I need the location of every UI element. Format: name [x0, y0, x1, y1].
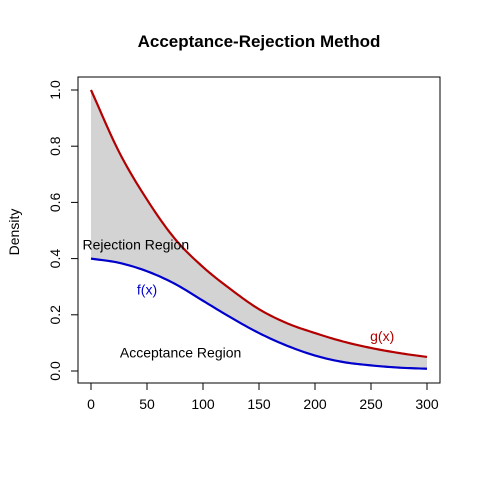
rejection-region-fill	[91, 90, 427, 369]
g-curve-line	[89, 89, 428, 359]
y-tick-label: 0.6	[47, 192, 63, 212]
y-axis-label: Density	[6, 209, 22, 256]
annotation-label: Acceptance Region	[120, 345, 241, 361]
y-tick-label: 0.8	[47, 136, 63, 156]
y-tick-label: 0.4	[47, 249, 63, 269]
y-tick-label: 0.0	[47, 361, 63, 381]
x-tick-label: 0	[87, 396, 95, 412]
annotation-label: f(x)	[137, 282, 157, 298]
y-tick-label: 1.0	[47, 80, 63, 100]
x-tick-label: 200	[303, 396, 327, 412]
x-tick-label: 300	[415, 396, 439, 412]
x-tick-label: 100	[191, 396, 215, 412]
annotation-label: Rejection Region	[82, 237, 189, 253]
f-curve-line	[90, 257, 428, 370]
y-tick-label: 0.2	[47, 305, 63, 325]
chart-title: Acceptance-Rejection Method	[138, 32, 381, 51]
x-tick-label: 250	[359, 396, 383, 412]
annotation-label: g(x)	[370, 328, 394, 344]
x-tick-label: 50	[139, 396, 155, 412]
x-tick-label: 150	[247, 396, 271, 412]
